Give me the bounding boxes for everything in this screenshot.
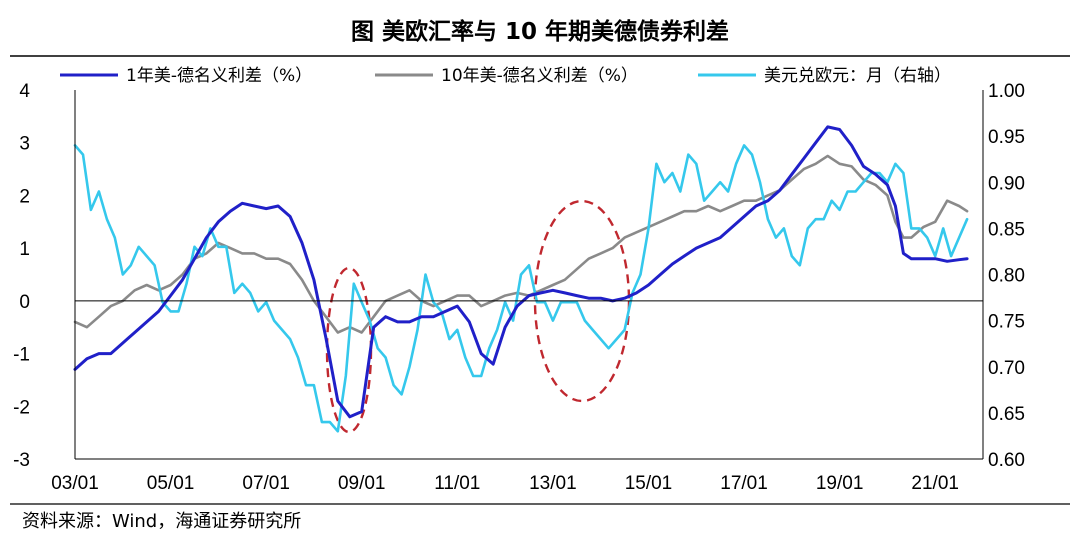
x-tick-label: 17/01 (720, 473, 768, 494)
tick-labels: 4 3 2 1 0 -1 -2 -3 1.00 0.95 0.90 0.85 0.80 0.75 0.70 0… (13, 81, 1025, 494)
legend-label-1: 1年美-德名义利差（%） (126, 66, 312, 86)
x-tick-label: 05/01 (147, 473, 195, 494)
source-note: 资料来源：Wind，海通证券研究所 (22, 511, 301, 532)
series-line-3 (73, 144, 969, 433)
right-tick-label: 0.80 (988, 266, 1025, 287)
x-tick-label: 11/01 (434, 473, 480, 494)
x-tick-label: 21/01 (911, 473, 959, 494)
left-tick-label: -3 (13, 450, 30, 471)
legend-label-3: 美元兑欧元：月（右轴） (764, 66, 951, 86)
right-tick-label: 0.65 (988, 404, 1025, 425)
axes (74, 90, 984, 460)
right-tick-label: 0.90 (988, 173, 1025, 194)
x-tick-label: 07/01 (242, 473, 290, 494)
right-tick-label: 0.60 (988, 450, 1025, 471)
left-tick-label: 4 (19, 81, 30, 102)
left-tick-label: -1 (13, 345, 30, 366)
left-tick-label: 0 (19, 292, 30, 313)
series-group (73, 125, 969, 433)
left-tick-label: 1 (19, 239, 30, 260)
chart-title: 图 美欧汇率与 10 年期美德债券利差 (351, 18, 729, 45)
left-tick-label: 3 (19, 134, 30, 155)
x-tick-label: 19/01 (816, 473, 864, 494)
right-tick-label: 0.75 (988, 312, 1025, 333)
right-tick-label: 0.95 (988, 127, 1025, 148)
left-tick-label: -2 (13, 397, 30, 418)
right-tick-label: 0.85 (988, 219, 1025, 240)
right-tick-label: 0.70 (988, 358, 1025, 379)
series-line-1 (73, 125, 969, 419)
x-tick-label: 09/01 (338, 473, 386, 494)
legend-label-2: 10年美-德名义利差（%） (441, 66, 638, 86)
right-tick-label: 1.00 (988, 81, 1025, 102)
left-tick-label: 2 (19, 186, 30, 207)
x-tick-label: 03/01 (51, 473, 99, 494)
x-tick-label: 13/01 (529, 473, 577, 494)
legend: 1年美-德名义利差（%） 10年美-德名义利差（%） 美元兑欧元：月（右轴） (60, 66, 951, 86)
x-tick-label: 15/01 (625, 473, 673, 494)
